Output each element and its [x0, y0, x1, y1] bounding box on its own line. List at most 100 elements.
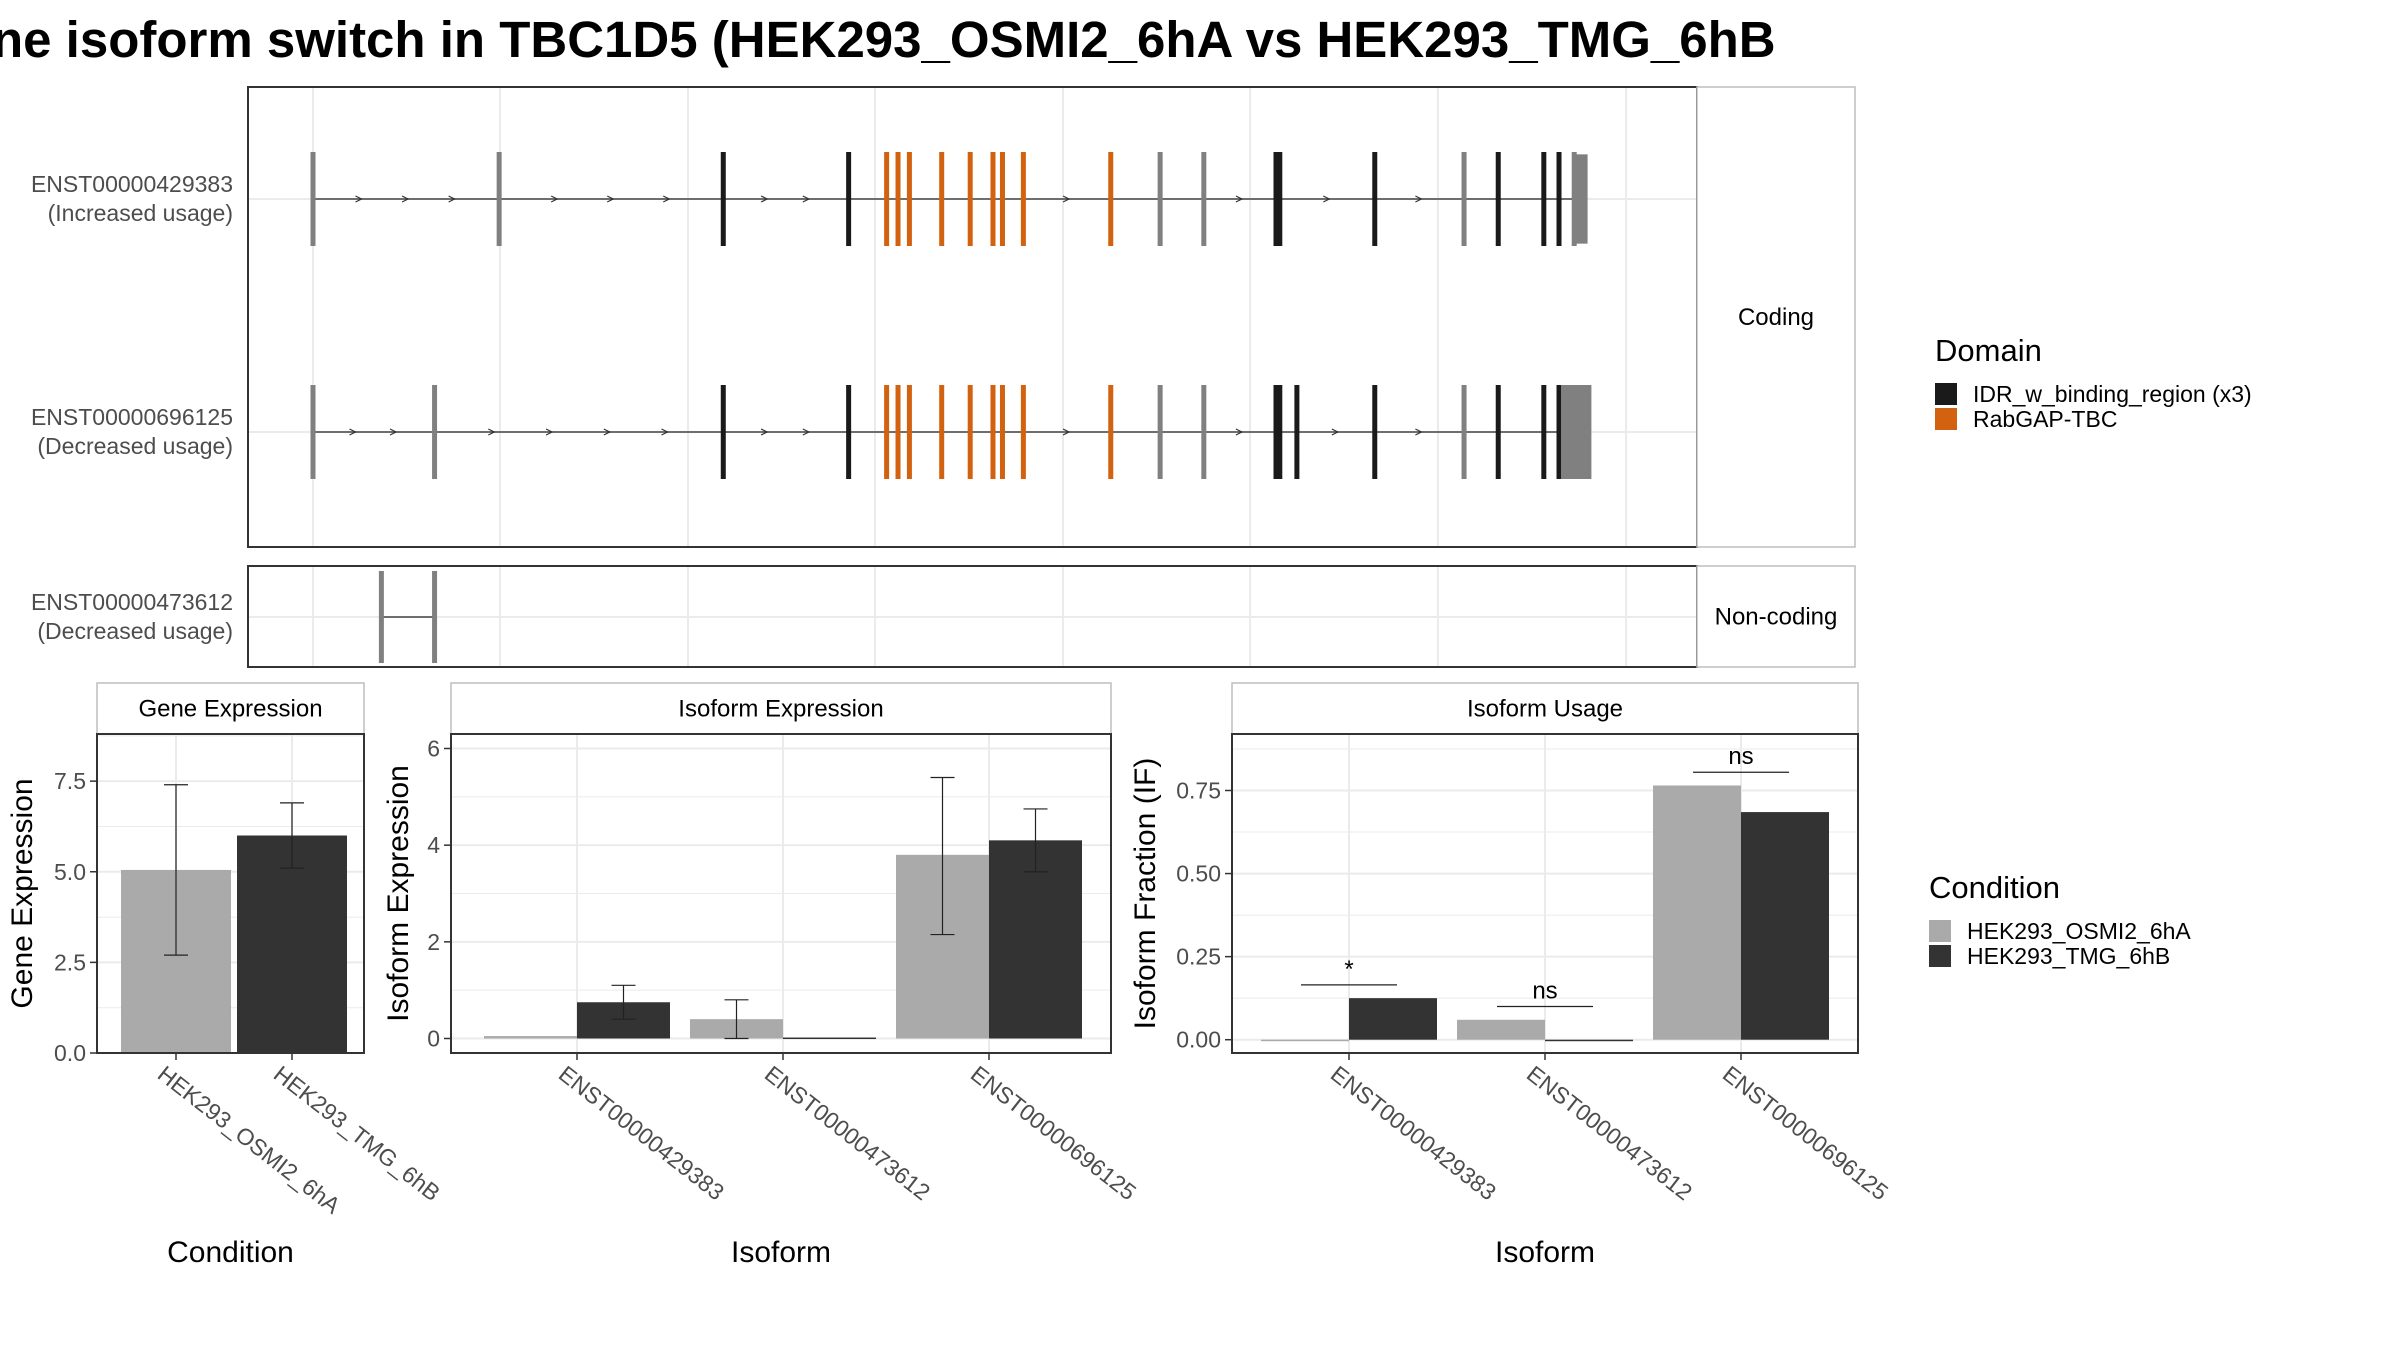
- exon: [999, 385, 1005, 479]
- utr-exon: [1576, 154, 1588, 244]
- bar: [989, 840, 1082, 1039]
- exon: [895, 385, 901, 479]
- y-tick-label: 5.0: [54, 859, 86, 885]
- bar: [1653, 785, 1741, 1040]
- y-axis-title: Gene Expression: [6, 778, 39, 1008]
- facet-strip: [1696, 86, 1856, 548]
- strand-arrow: [661, 428, 669, 436]
- exon: [846, 385, 852, 479]
- strand-arrow: [401, 195, 410, 203]
- bar: [1545, 1039, 1633, 1042]
- exon: [906, 152, 912, 246]
- exon: [906, 385, 912, 479]
- strand-arrow: [662, 195, 671, 203]
- exon: [432, 571, 438, 663]
- exon: [1495, 152, 1501, 246]
- legend-item-label: HEK293_TMG_6hB: [1967, 943, 2170, 969]
- chart-title: Gene Expression: [138, 696, 322, 723]
- bar: [484, 1036, 577, 1039]
- exon: [1372, 385, 1378, 479]
- strand-arrow: [760, 195, 769, 203]
- transcript-usage-label: (Increased usage): [48, 200, 233, 226]
- strand-arrow: [1323, 195, 1331, 203]
- exon: [1495, 385, 1501, 479]
- exon: [310, 152, 316, 246]
- exon: [1294, 385, 1300, 479]
- strand-arrow: [603, 428, 612, 436]
- strand-arrow: [349, 428, 357, 436]
- strand-arrow: [545, 428, 554, 436]
- strand-arrow: [802, 195, 811, 203]
- exon: [884, 152, 890, 246]
- strand-arrow: [1415, 195, 1423, 203]
- exon: [884, 385, 890, 479]
- chart-title: ne isoform switch in TBC1D5 (HEK293_OSMI…: [0, 11, 1776, 68]
- strand-arrow: [606, 195, 615, 203]
- exon: [1020, 385, 1026, 479]
- exon: [1277, 385, 1283, 479]
- legend-swatch: [1935, 408, 1957, 430]
- exon: [1108, 385, 1114, 479]
- facet-strip-label: Non-coding: [1715, 604, 1838, 631]
- exon: [1273, 385, 1279, 479]
- x-axis-title: Isoform: [1495, 1236, 1595, 1269]
- legend-item-label: IDR_w_binding_region (x3): [1973, 381, 2252, 407]
- bar: [237, 835, 347, 1053]
- y-tick-label: 0.50: [1176, 861, 1221, 887]
- strand-arrow: [802, 428, 811, 436]
- x-tick-label: ENST00000696125: [966, 1060, 1141, 1205]
- y-tick-label: 7.5: [54, 768, 86, 794]
- legend-item-label: HEK293_OSMI2_6hA: [1967, 918, 2191, 944]
- exon: [895, 152, 901, 246]
- exon: [999, 152, 1005, 246]
- strand-arrow: [550, 195, 559, 203]
- exon: [1541, 152, 1547, 246]
- plot-layer: Coding Non-coding ENST00000429383 (Increase…: [6, 86, 2252, 1269]
- exon: [720, 385, 726, 479]
- utr-exon: [1561, 385, 1592, 479]
- exon: [967, 385, 973, 479]
- exon: [1020, 152, 1026, 246]
- legend-swatch: [1929, 920, 1951, 942]
- strand-arrow: [1062, 428, 1071, 436]
- strand-arrow: [1235, 428, 1244, 436]
- exon: [1157, 385, 1163, 479]
- strand-arrow: [760, 428, 769, 436]
- exon: [990, 152, 996, 246]
- exon: [967, 152, 973, 246]
- legend-swatch: [1929, 945, 1951, 967]
- exon: [846, 152, 852, 246]
- y-tick-label: 2.5: [54, 949, 86, 975]
- exon: [1108, 152, 1114, 246]
- y-axis-title: Isoform Expression: [382, 765, 415, 1022]
- exon: [1157, 152, 1163, 246]
- exon: [496, 152, 502, 246]
- exon: [432, 385, 438, 479]
- x-tick-label: ENST00000696125: [1718, 1060, 1893, 1205]
- x-tick-label: ENST00000429383: [554, 1060, 729, 1205]
- x-axis-title: Isoform: [731, 1236, 831, 1269]
- exon: [1556, 152, 1562, 246]
- x-tick-label: ENST00000473612: [760, 1060, 935, 1205]
- exon: [1201, 152, 1207, 246]
- significance-label: ns: [1532, 977, 1557, 1004]
- exon: [1201, 385, 1207, 479]
- bar: [1349, 998, 1437, 1040]
- facet-strip: [1231, 682, 1859, 735]
- facet-strip: [1696, 565, 1856, 668]
- x-axis-title: Condition: [167, 1236, 294, 1269]
- y-tick-label: 2: [427, 929, 440, 955]
- y-tick-label: 0: [427, 1026, 440, 1052]
- legend-item-label: RabGAP-TBC: [1973, 406, 2117, 432]
- exon: [1571, 152, 1577, 246]
- y-tick-label: 0.25: [1176, 944, 1221, 970]
- strand-arrow: [389, 428, 398, 436]
- transcript-usage-label: (Decreased usage): [37, 618, 233, 644]
- x-tick-label: ENST00000429383: [1326, 1060, 1501, 1205]
- transcript-id-label: ENST00000696125: [31, 404, 233, 430]
- exon: [1461, 152, 1467, 246]
- exon: [310, 385, 316, 479]
- significance-label: *: [1344, 956, 1353, 983]
- y-tick-label: 0.0: [54, 1040, 86, 1066]
